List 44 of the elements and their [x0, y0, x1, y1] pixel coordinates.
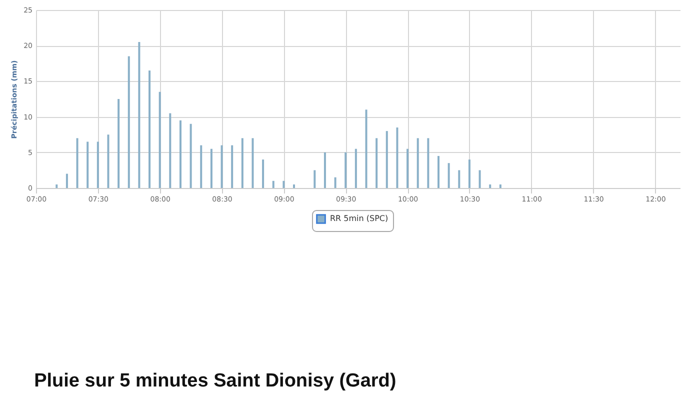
bar: [252, 138, 254, 188]
text: Pluie sur 5 minutes Saint Dionisy (Gard): [34, 370, 396, 392]
bar: [293, 184, 296, 188]
bar: [344, 152, 347, 188]
bar: [241, 138, 244, 188]
bar: [200, 145, 202, 188]
bar: [262, 160, 264, 188]
bar: [376, 138, 378, 188]
bar: [138, 42, 140, 188]
bar: [406, 148, 409, 188]
bar: [448, 163, 450, 188]
bar: [107, 134, 110, 188]
bar: [458, 170, 460, 188]
bar: [118, 99, 120, 188]
bar: [324, 152, 326, 188]
bar: [231, 145, 234, 188]
bar: [396, 127, 398, 188]
bar: [427, 138, 430, 188]
bar: [272, 180, 274, 188]
bar: [96, 142, 99, 188]
bar: [190, 124, 192, 188]
bar: [365, 110, 368, 188]
bar: [468, 160, 470, 188]
bar: [282, 180, 285, 188]
bar: [86, 142, 89, 188]
bar: [499, 184, 502, 188]
bar: [416, 138, 419, 188]
bar: [158, 92, 161, 188]
bar: [220, 145, 223, 188]
bar: [210, 148, 212, 188]
bar: [386, 131, 388, 188]
bar: [179, 120, 182, 188]
bar: [148, 70, 151, 188]
bar: [354, 148, 357, 188]
bar: [334, 177, 336, 188]
bar: [478, 170, 481, 188]
bar: [56, 184, 58, 188]
bar: [314, 170, 316, 188]
bar: [66, 174, 68, 188]
bar: [76, 138, 78, 188]
bar: [489, 184, 492, 188]
legend-label: RR 5min (SPC): [330, 214, 388, 223]
bar: [169, 113, 172, 188]
bar: [438, 156, 440, 188]
